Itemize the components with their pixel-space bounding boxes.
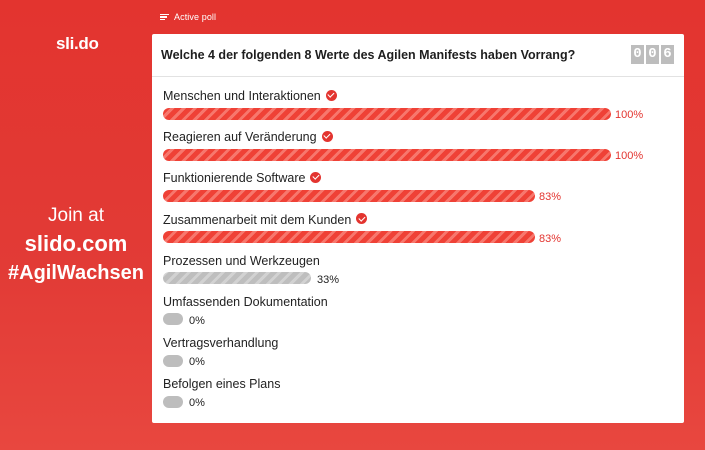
check-circle-icon — [325, 89, 337, 101]
result-percent: 0% — [189, 397, 205, 410]
result-bar — [163, 313, 183, 326]
option-label-row: Zusammenarbeit mit dem Kunden — [163, 210, 678, 230]
result-bar-row: 83% — [163, 230, 678, 245]
active-poll-label: Active poll — [174, 12, 217, 22]
poll-option: Umfassenden Dokumentation 0% — [163, 292, 678, 333]
slido-logo: sli.do — [56, 34, 99, 53]
option-label: Prozessen und Werkzeugen — [163, 253, 320, 268]
join-at-label: Join at — [48, 205, 104, 226]
result-bar — [163, 231, 535, 244]
counter-digit: 6 — [661, 45, 674, 64]
join-info: Join at slido.com #AgilWachsen — [0, 203, 152, 287]
result-bar-row: 33% — [163, 271, 678, 286]
result-bar-row: 100% — [163, 106, 678, 121]
option-label: Befolgen eines Plans — [163, 377, 281, 392]
option-label: Funktionierende Software — [163, 171, 306, 186]
result-bar — [163, 148, 611, 161]
result-bar — [163, 189, 535, 202]
poll-option: Funktionierende Software 83% — [163, 168, 678, 209]
poll-option: Vertragsverhandlung 0% — [163, 333, 678, 374]
poll-header: Welche 4 der folgenden 8 Werte des Agile… — [152, 34, 684, 77]
result-bar — [163, 107, 611, 120]
result-percent: 100% — [615, 109, 644, 121]
option-label: Menschen und Interaktionen — [163, 89, 321, 103]
poll-options: Menschen und Interaktionen 100% Reagieren … — [163, 86, 678, 416]
option-label: Umfassenden Dokumentation — [163, 294, 328, 309]
option-label: Reagieren auf Veränderung — [163, 130, 317, 145]
poll-option: Befolgen eines Plans 0% — [163, 374, 678, 415]
result-bar-row: 0% — [163, 394, 678, 409]
result-bar — [163, 354, 183, 367]
join-url: slido.com — [24, 231, 128, 256]
option-label-row: Menschen und Interaktionen — [163, 86, 678, 106]
option-label: Vertragsverhandlung — [163, 336, 279, 351]
poll-question: Welche 4 der folgenden 8 Werte des Agile… — [161, 48, 576, 62]
result-bar-row: 0% — [163, 312, 678, 327]
result-bar-row: 83% — [163, 188, 678, 203]
event-code: #AgilWachsen — [8, 262, 144, 284]
result-percent: 0% — [189, 314, 205, 327]
active-poll-indicator: Active poll — [160, 10, 216, 24]
option-label-row: Prozessen und Werkzeugen — [163, 251, 678, 271]
option-label-row: Vertragsverhandlung — [163, 333, 678, 353]
poll-option: Menschen und Interaktionen 100% — [163, 86, 678, 127]
result-bar — [163, 395, 183, 408]
result-percent: 83% — [539, 191, 562, 204]
check-circle-icon — [310, 171, 322, 183]
poll-card: Welche 4 der folgenden 8 Werte des Agile… — [152, 34, 684, 423]
poll-option: Reagieren auf Veränderung 100% — [163, 127, 678, 168]
option-label-row: Funktionierende Software — [163, 168, 678, 188]
result-percent: 83% — [539, 232, 562, 245]
counter-digit: 0 — [646, 45, 659, 64]
result-bar-row: 100% — [163, 147, 678, 162]
result-percent: 33% — [317, 273, 340, 286]
vote-counter: 0 0 6 — [631, 45, 674, 64]
result-percent: 100% — [615, 150, 644, 163]
option-label-row: Reagieren auf Veränderung — [163, 127, 678, 147]
poll-option: Prozessen und Werkzeugen 33% — [163, 251, 678, 292]
result-bar-row: 0% — [163, 353, 678, 368]
counter-digit: 0 — [631, 45, 644, 64]
result-percent: 0% — [189, 356, 205, 369]
check-circle-icon — [356, 213, 368, 225]
poll-option: Zusammenarbeit mit dem Kunden 83% — [163, 210, 678, 251]
lines-icon — [160, 13, 169, 21]
option-label-row: Umfassenden Dokumentation — [163, 292, 678, 312]
check-circle-icon — [321, 130, 333, 142]
option-label-row: Befolgen eines Plans — [163, 374, 678, 394]
result-bar — [163, 272, 311, 285]
option-label: Zusammenarbeit mit dem Kunden — [163, 212, 352, 227]
